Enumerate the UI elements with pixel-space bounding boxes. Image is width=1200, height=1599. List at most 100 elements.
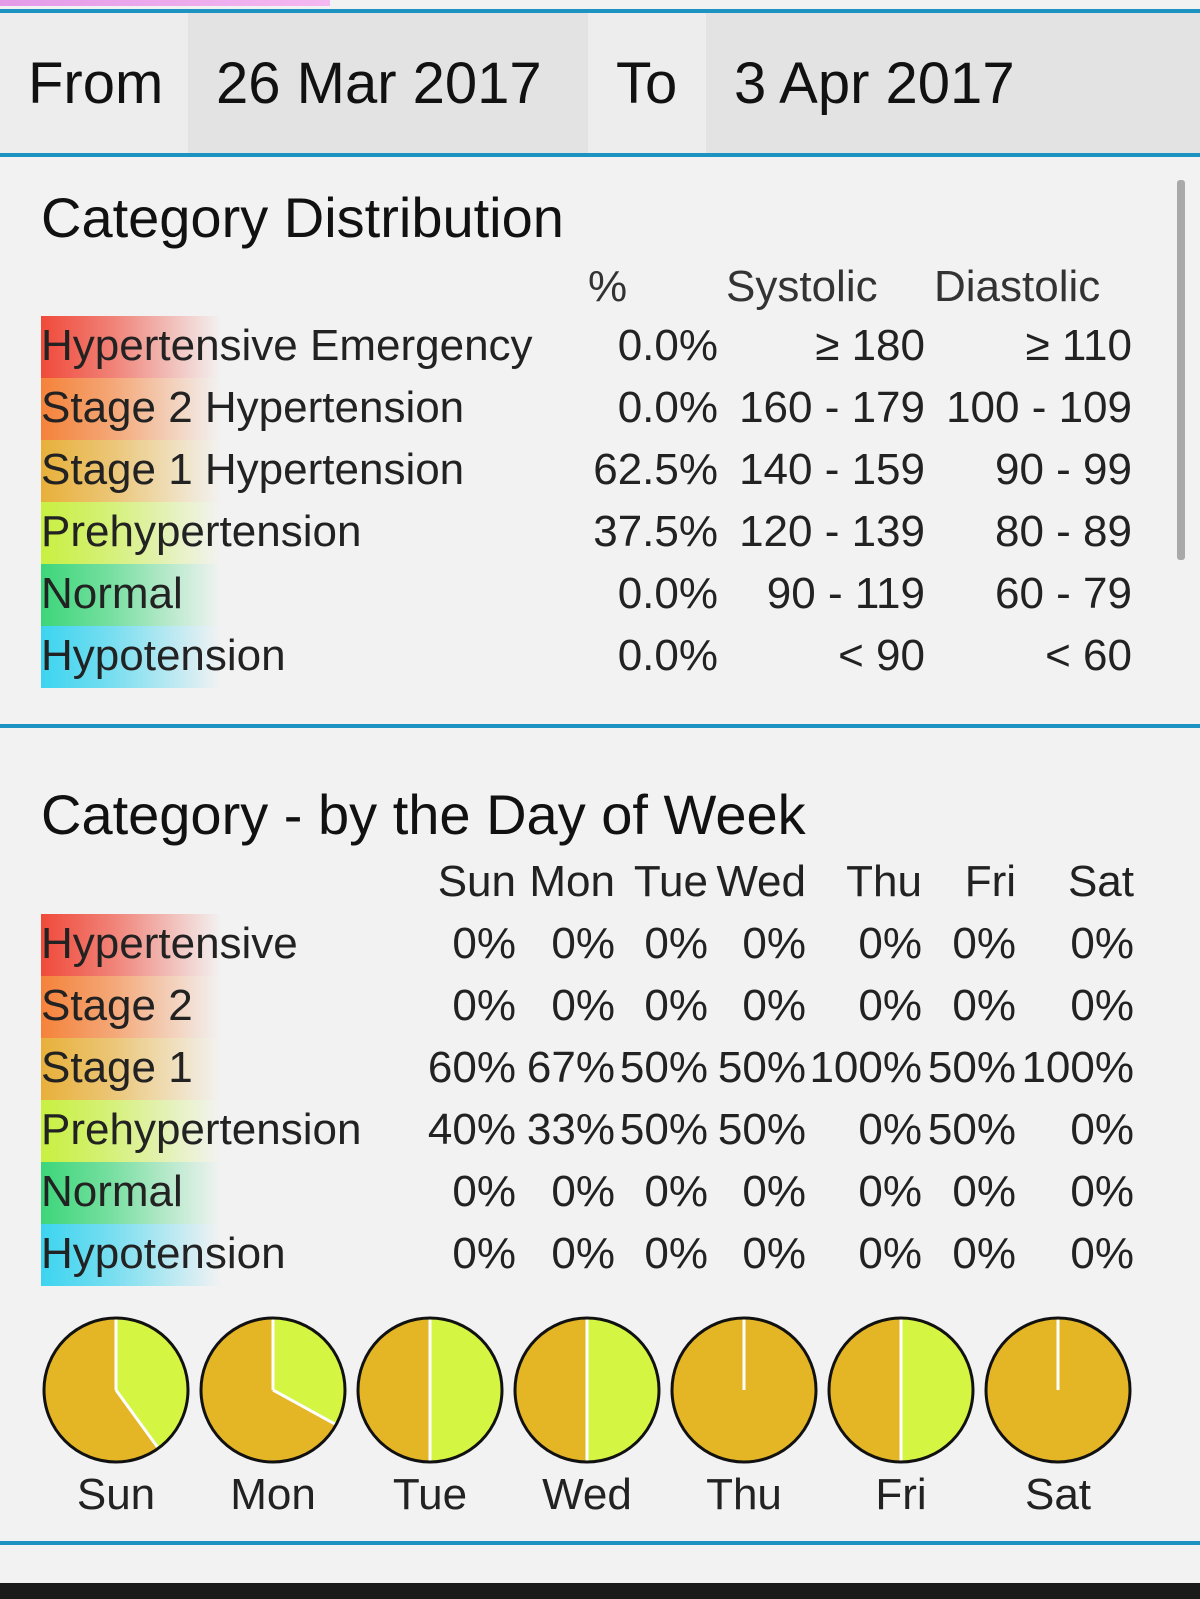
pie-fri	[827, 1316, 975, 1464]
weekly-value-cell: 0%	[1070, 919, 1134, 968]
percent-header: %	[588, 262, 628, 311]
distribution-row-label: Hypotension	[41, 631, 286, 680]
distribution-diastolic-cell: < 60	[1045, 631, 1132, 680]
weekly-value-cell: 50%	[619, 1043, 708, 1092]
top-divider	[0, 9, 1200, 13]
from-date-field[interactable]: 26 Mar 2017	[188, 13, 588, 155]
pie-day-label: Sun	[76, 1470, 156, 1519]
weekly-value-cell: 50%	[927, 1043, 1016, 1092]
weekly-value-cell: 0%	[858, 1105, 922, 1154]
weekly-value-cell: 0%	[1070, 1105, 1134, 1154]
distribution-systolic-cell: 160 - 179	[739, 383, 925, 432]
weekday-header: Sun	[437, 857, 516, 906]
weekly-value-cell: 0%	[742, 1167, 806, 1216]
weekday-header: Tue	[633, 857, 708, 906]
pie-wed	[513, 1316, 661, 1464]
weekly-value-cell: 0%	[644, 919, 708, 968]
pie-day-label: Fri	[875, 1470, 927, 1519]
pie-day-label: Wed	[542, 1470, 632, 1519]
weekly-value-cell: 0%	[551, 1167, 615, 1216]
weekly-value-cell: 0%	[1070, 1167, 1134, 1216]
weekly-value-cell: 0%	[452, 1229, 516, 1278]
distribution-percent-cell: 37.5%	[593, 507, 718, 556]
distribution-title: Category Distribution	[41, 186, 564, 249]
distribution-systolic-cell: 90 - 119	[766, 569, 925, 618]
weekly-value-cell: 0%	[551, 919, 615, 968]
distribution-row-label: Stage 1 Hypertension	[41, 445, 465, 494]
weekly-value-cell: 0%	[644, 981, 708, 1030]
from-label: From	[28, 51, 164, 116]
pie-slice-prehypertension	[587, 1318, 659, 1462]
weekly-value-cell: 0%	[452, 981, 516, 1030]
weekly-title: Category - by the Day of Week	[41, 783, 806, 846]
weekly-value-cell: 40%	[427, 1105, 516, 1154]
weekday-header: Mon	[529, 857, 615, 906]
weekly-value-cell: 100%	[1021, 1043, 1134, 1092]
distribution-row-label: Prehypertension	[41, 507, 362, 556]
weekday-header: Thu	[846, 857, 922, 906]
weekly-value-cell: 0%	[551, 981, 615, 1030]
weekly-row-label: Hypotension	[41, 1229, 286, 1278]
weekly-value-cell: 0%	[858, 1167, 922, 1216]
weekly-value-cell: 0%	[952, 1167, 1016, 1216]
distribution-percent-cell: 0.0%	[617, 321, 718, 370]
weekly-value-cell: 50%	[927, 1105, 1016, 1154]
scrollbar[interactable]	[1177, 180, 1185, 560]
pie-thu	[670, 1316, 818, 1464]
pie-sat	[984, 1316, 1132, 1464]
weekday-header: Fri	[964, 857, 1016, 906]
weekly-value-cell: 0%	[1070, 1229, 1134, 1278]
distribution-systolic-cell: 120 - 139	[739, 507, 925, 556]
weekly-value-cell: 0%	[452, 919, 516, 968]
weekly-value-cell: 100%	[809, 1043, 922, 1092]
weekly-value-cell: 0%	[644, 1229, 708, 1278]
pie-slice-prehypertension	[901, 1318, 973, 1462]
previous-section-edge	[0, 0, 330, 6]
systolic-header: Systolic	[726, 262, 878, 311]
pie-outline	[984, 1316, 1132, 1464]
distribution-percent-cell: 0.0%	[617, 631, 718, 680]
bottom-divider	[0, 1541, 1200, 1545]
pie-mon	[199, 1316, 347, 1464]
diastolic-header: Diastolic	[934, 262, 1101, 311]
distribution-row-label: Normal	[41, 569, 183, 618]
weekly-value-cell: 67%	[526, 1043, 615, 1092]
pie-outline	[199, 1316, 347, 1464]
pie-day-label: Tue	[392, 1470, 468, 1519]
distribution-systolic-cell: < 90	[838, 631, 925, 680]
pie-divider-line	[272, 1388, 337, 1427]
weekly-value-cell: 0%	[644, 1167, 708, 1216]
distribution-diastolic-cell: ≥ 110	[1025, 321, 1132, 370]
distribution-divider	[0, 724, 1200, 728]
to-label: To	[616, 51, 678, 116]
weekday-header: Sat	[1067, 857, 1134, 906]
date-bar-divider	[0, 153, 1200, 157]
weekly-value-cell: 0%	[742, 1229, 806, 1278]
pie-slice-prehypertension	[430, 1318, 502, 1462]
pie-divider-line	[114, 1389, 160, 1450]
weekly-value-cell: 50%	[717, 1105, 806, 1154]
to-date-field[interactable]: 3 Apr 2017	[706, 13, 1200, 155]
pie-outline	[827, 1316, 975, 1464]
distribution-systolic-cell: ≥ 180	[815, 321, 925, 370]
weekly-value-cell: 0%	[952, 919, 1016, 968]
pie-slice-prehypertension	[116, 1318, 188, 1449]
weekly-value-cell: 50%	[619, 1105, 708, 1154]
distribution-percent-cell: 0.0%	[617, 383, 718, 432]
distribution-diastolic-cell: 60 - 79	[995, 569, 1132, 618]
date-range-bar: From 26 Mar 2017 To 3 Apr 2017	[0, 13, 1200, 155]
distribution-diastolic-cell: 90 - 99	[995, 445, 1132, 494]
distribution-row-label: Hypertensive Emergency	[41, 321, 533, 370]
weekly-value-cell: 0%	[858, 919, 922, 968]
distribution-percent-cell: 62.5%	[593, 445, 718, 494]
distribution-diastolic-cell: 80 - 89	[995, 507, 1132, 556]
pie-sun	[42, 1316, 190, 1464]
pie-day-label: Mon	[230, 1470, 316, 1519]
distribution-percent-cell: 0.0%	[617, 569, 718, 618]
weekly-row-label: Prehypertension	[41, 1105, 362, 1154]
weekly-value-cell: 0%	[551, 1229, 615, 1278]
weekly-value-cell: 0%	[858, 981, 922, 1030]
weekly-value-cell: 33%	[526, 1105, 615, 1154]
pie-outline	[42, 1316, 190, 1464]
pie-day-label: Thu	[706, 1470, 782, 1519]
